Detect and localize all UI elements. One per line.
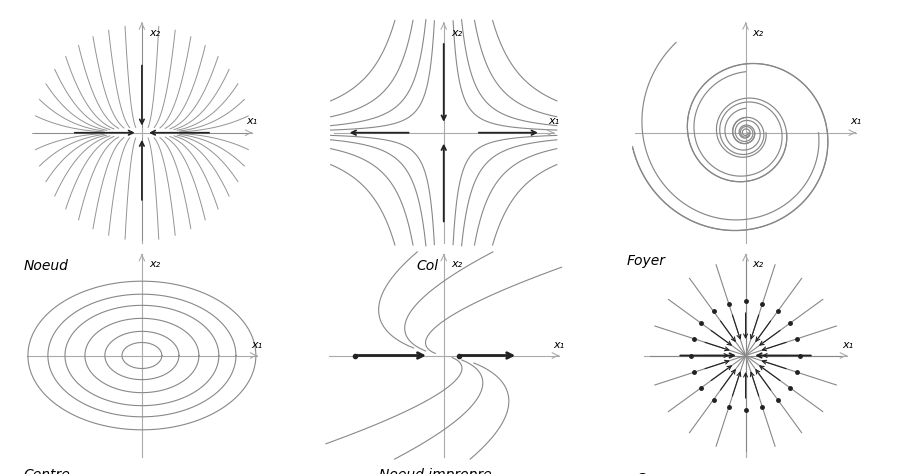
Text: Centre: Centre: [23, 468, 69, 474]
Text: Source: Source: [637, 472, 685, 474]
Text: x₂: x₂: [149, 28, 160, 38]
Text: x₁: x₁: [842, 340, 853, 350]
Text: Noeud: Noeud: [23, 259, 68, 273]
Text: x₂: x₂: [451, 259, 462, 269]
Text: x₁: x₁: [247, 117, 258, 127]
Text: x₂: x₂: [450, 28, 462, 38]
Text: Foyer: Foyer: [627, 254, 666, 268]
Text: x₁: x₁: [851, 117, 861, 127]
Text: x₂: x₂: [752, 259, 763, 269]
Text: Col: Col: [417, 259, 439, 273]
Text: Noeud impropre: Noeud impropre: [379, 468, 492, 474]
Text: x₁: x₁: [553, 340, 564, 350]
Text: x₂: x₂: [150, 259, 160, 269]
Text: x₁: x₁: [251, 340, 262, 350]
Text: x₁: x₁: [549, 117, 560, 127]
Text: x₂: x₂: [752, 28, 764, 38]
